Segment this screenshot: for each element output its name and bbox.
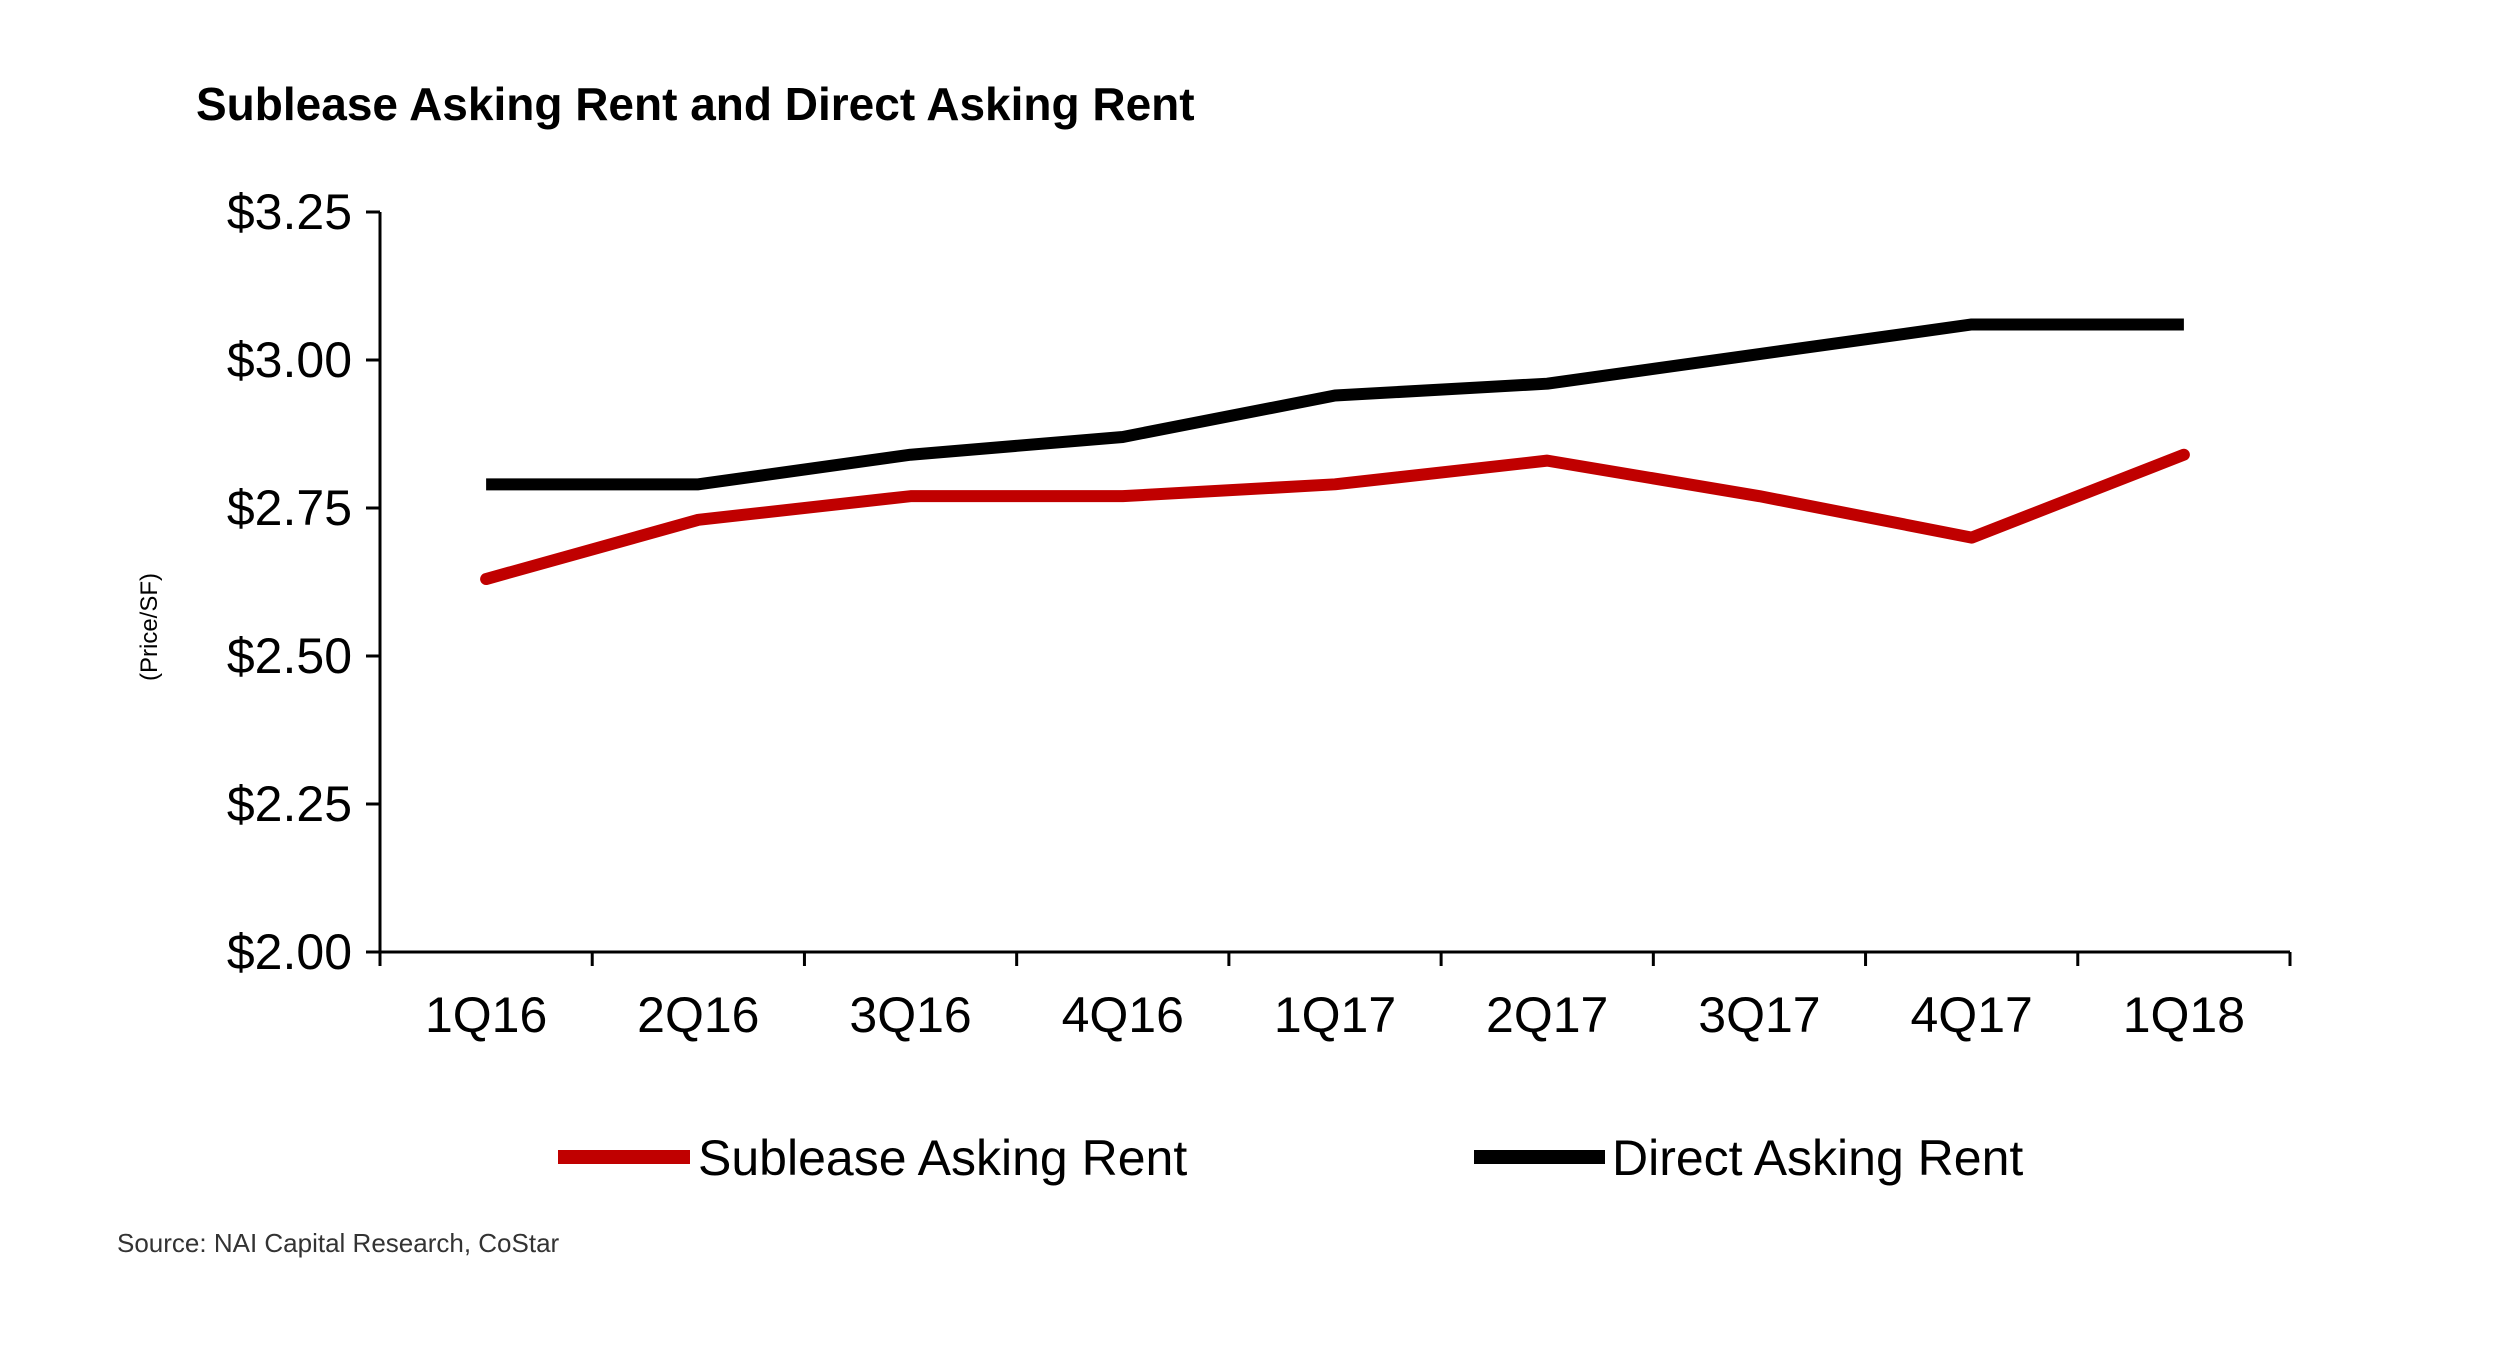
y-tick-label: $3.00 [227, 332, 352, 388]
y-tick-label: $2.75 [227, 480, 352, 536]
legend: Sublease Asking Rent Direct Asking Rent [558, 1130, 2023, 1186]
y-tick-label: $2.50 [227, 628, 352, 684]
x-tick-label: 1Q16 [425, 987, 547, 1043]
x-tick-label: 2Q16 [637, 987, 759, 1043]
legend-label-sublease-asking-rent: Sublease Asking Rent [698, 1130, 1187, 1186]
x-tick-label: 4Q17 [1911, 987, 2033, 1043]
x-tick-label: 3Q17 [1698, 987, 1820, 1043]
series-lines [486, 324, 2184, 579]
y-axis-label: (Price/SF) [136, 573, 163, 681]
x-tick-label: 4Q16 [1062, 987, 1184, 1043]
series-line-direct-asking-rent [486, 324, 2184, 484]
y-tick-label: $3.25 [227, 184, 352, 240]
source-note: Source: NAI Capital Research, CoStar [117, 1228, 560, 1258]
legend-label-direct-asking-rent: Direct Asking Rent [1612, 1130, 2023, 1186]
chart-title: Sublease Asking Rent and Direct Asking R… [196, 78, 1195, 130]
x-tick-label: 2Q17 [1486, 987, 1608, 1043]
x-tick-label: 1Q17 [1274, 987, 1396, 1043]
y-tick-label: $2.00 [227, 924, 352, 980]
x-axis-ticks: 1Q16 2Q16 3Q16 4Q16 1Q17 2Q17 3Q17 4Q17 1Q18 [380, 952, 2290, 1043]
y-tick-label: $2.25 [227, 776, 352, 832]
x-tick-label: 3Q16 [849, 987, 971, 1043]
y-axis-ticks: $2.00 $2.25 $2.50 $2.75 $3.00 $3.25 [227, 184, 380, 980]
x-tick-label: 1Q18 [2123, 987, 2245, 1043]
